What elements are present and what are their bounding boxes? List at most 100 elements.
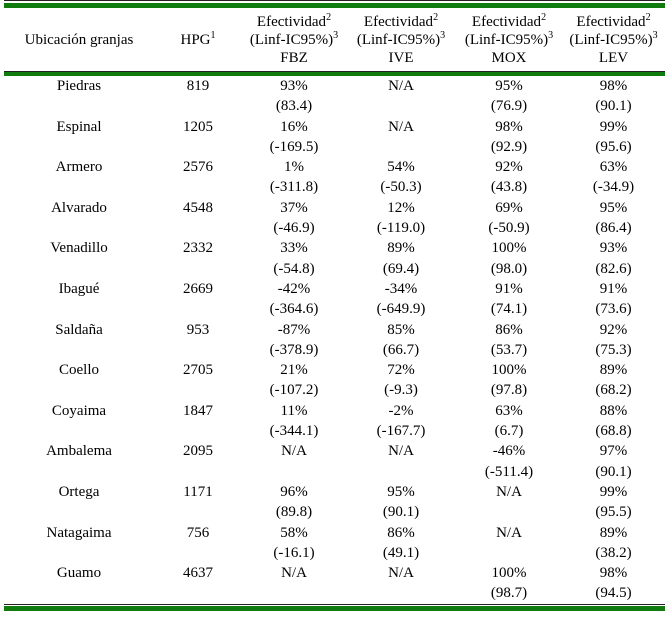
effectiveness-value: 16%: [280, 118, 308, 135]
effectiveness-cell-mox: N/A: [456, 523, 562, 564]
column-header-hpg: HPG1: [154, 8, 242, 71]
effectiveness-value: -87%: [277, 321, 311, 338]
hpg-value: 953: [186, 321, 210, 338]
header-table: Ubicación granjas HPG1 Efectividad2 (Lin…: [4, 8, 665, 71]
location-label: Venadillo: [50, 240, 108, 257]
effectiveness-value: 86%: [387, 524, 415, 541]
location-cell: Alvarado: [4, 198, 154, 239]
ci-lower-bound: (-169.5): [269, 138, 319, 155]
table-row: Venadillo 2332 33% (-54.8) 89% (69.4) 100% (98.…: [4, 238, 665, 279]
ci-lower-bound: [456, 502, 562, 522]
hpg-cell: 1171: [154, 482, 242, 523]
effectiveness-header-label: Efectividad: [471, 14, 542, 30]
effectiveness-superscript: 2: [326, 12, 332, 23]
effectiveness-value: 89%: [599, 362, 628, 379]
effectiveness-value: 93%: [599, 240, 628, 257]
ci-lower-bound: (-34.9): [592, 179, 635, 196]
location-cell: Coyaima: [4, 401, 154, 442]
table-row: Coello 2705 21% (-107.2) 72% (-9.3) 100% (97.8)…: [4, 360, 665, 401]
ci-lower-bound: (98.7): [490, 585, 528, 602]
ci-lower-bound: (-378.9): [269, 341, 319, 358]
ci-lower-bound: (94.5): [595, 585, 632, 602]
ci-superscript: 3: [652, 30, 658, 41]
hpg-value: 2705: [183, 362, 213, 379]
ci-lower-bound: [346, 583, 456, 603]
effectiveness-value: N/A: [388, 443, 414, 460]
column-header-fbz: Efectividad2 (Linf-IC95%)3 FBZ: [242, 8, 346, 71]
hpg-value: 1171: [183, 483, 213, 500]
table-row: Guamo 4637 N/A N/A 100% (98.7) 98% (94.5): [4, 563, 665, 604]
ci-lower-bound: (-16.1): [273, 544, 315, 561]
ci-lower-bound: (-649.9): [376, 301, 426, 318]
location-label: Saldaña: [55, 321, 103, 338]
hpg-cell: 953: [154, 320, 242, 361]
effectiveness-value: N/A: [388, 118, 414, 135]
effectiveness-cell-mox: 63% (6.7): [456, 401, 562, 442]
effectiveness-cell-mox: 86% (53.7): [456, 320, 562, 361]
effectiveness-value: 96%: [280, 483, 308, 500]
location-cell: Guamo: [4, 563, 154, 604]
hpg-value: 4637: [183, 565, 213, 582]
location-label: Ibagué: [58, 280, 100, 297]
effectiveness-value: 89%: [387, 240, 415, 257]
effectiveness-value: N/A: [281, 443, 307, 460]
location-cell: Armero: [4, 157, 154, 198]
effectiveness-cell-ive: N/A: [346, 76, 456, 117]
effectiveness-value: 98%: [599, 78, 628, 94]
hpg-cell: 2669: [154, 279, 242, 320]
effectiveness-cell-lev: 89% (38.2): [562, 523, 665, 564]
hpg-cell: 819: [154, 76, 242, 117]
ci-lower-bound: (76.9): [490, 98, 528, 115]
effectiveness-cell-fbz: 16% (-169.5): [242, 117, 346, 158]
effectiveness-cell-fbz: 58% (-16.1): [242, 523, 346, 564]
ci-lower-bound: (90.1): [595, 98, 632, 115]
location-label: Guamo: [56, 565, 102, 582]
hpg-cell: 2332: [154, 238, 242, 279]
effectiveness-value: -34%: [384, 280, 418, 297]
effectiveness-value: 98%: [495, 118, 523, 135]
effectiveness-cell-fbz: 93% (83.4): [242, 76, 346, 117]
effectiveness-cell-ive: 72% (-9.3): [346, 360, 456, 401]
ci-lower-bound: (74.1): [490, 301, 528, 318]
body-table: Piedras 819 93% (83.4) N/A 95% (76.9) 98% (90.1…: [4, 76, 665, 604]
location-label: Coello: [59, 362, 99, 379]
ci-lower-bound: (-50.3): [380, 179, 422, 196]
effectiveness-value: 37%: [280, 199, 308, 216]
location-cell: Saldaña: [4, 320, 154, 361]
bottom-rule-hairline: [4, 603, 665, 605]
table-row: Saldaña 953 -87% (-378.9) 85% (66.7) 86% (53.7)…: [4, 320, 665, 361]
hpg-value: 2576: [183, 159, 213, 176]
effectiveness-superscript: 2: [433, 12, 439, 23]
effectiveness-value: 91%: [599, 280, 628, 297]
effectiveness-value: 92%: [495, 159, 523, 176]
table-row: Espinal 1205 16% (-169.5) N/A 98% (92.9) 99% (9…: [4, 117, 665, 158]
effectiveness-cell-ive: 86% (49.1): [346, 523, 456, 564]
ci-header-label: (Linf-IC95%): [569, 32, 653, 48]
effectiveness-value: 69%: [495, 199, 523, 216]
ci-lower-bound: (95.6): [595, 138, 632, 155]
ci-lower-bound: (69.4): [382, 260, 420, 277]
location-header-label: Ubicación granjas: [24, 31, 134, 48]
effectiveness-cell-fbz: 21% (-107.2): [242, 360, 346, 401]
ci-lower-bound: (95.5): [595, 504, 632, 521]
ci-lower-bound: (38.2): [595, 544, 632, 561]
table-body: Piedras 819 93% (83.4) N/A 95% (76.9) 98% (90.1…: [4, 76, 665, 604]
effectiveness-cell-ive: N/A: [346, 563, 456, 604]
effectiveness-value: 11%: [280, 402, 308, 419]
effectiveness-value: N/A: [388, 78, 414, 94]
drug-code-label: LEV: [598, 50, 629, 66]
ci-lower-bound: (83.4): [275, 98, 313, 115]
ci-lower-bound: (-167.7): [376, 423, 426, 440]
hpg-cell: 2705: [154, 360, 242, 401]
effectiveness-cell-ive: -2% (-167.7): [346, 401, 456, 442]
effectiveness-value: N/A: [281, 565, 307, 582]
effectiveness-cell-fbz: -42% (-364.6): [242, 279, 346, 320]
table-row: Coyaima 1847 11% (-344.1) -2% (-167.7) 63% (6.7…: [4, 401, 665, 442]
results-table: Ubicación granjas HPG1 Efectividad2 (Lin…: [4, 0, 665, 611]
hpg-cell: 4637: [154, 563, 242, 604]
ci-lower-bound: (92.9): [490, 138, 528, 155]
effectiveness-cell-ive: 12% (-119.0): [346, 198, 456, 239]
effectiveness-value: 21%: [280, 362, 308, 379]
ci-lower-bound: (53.7): [490, 341, 528, 358]
ci-superscript: 3: [440, 30, 446, 41]
